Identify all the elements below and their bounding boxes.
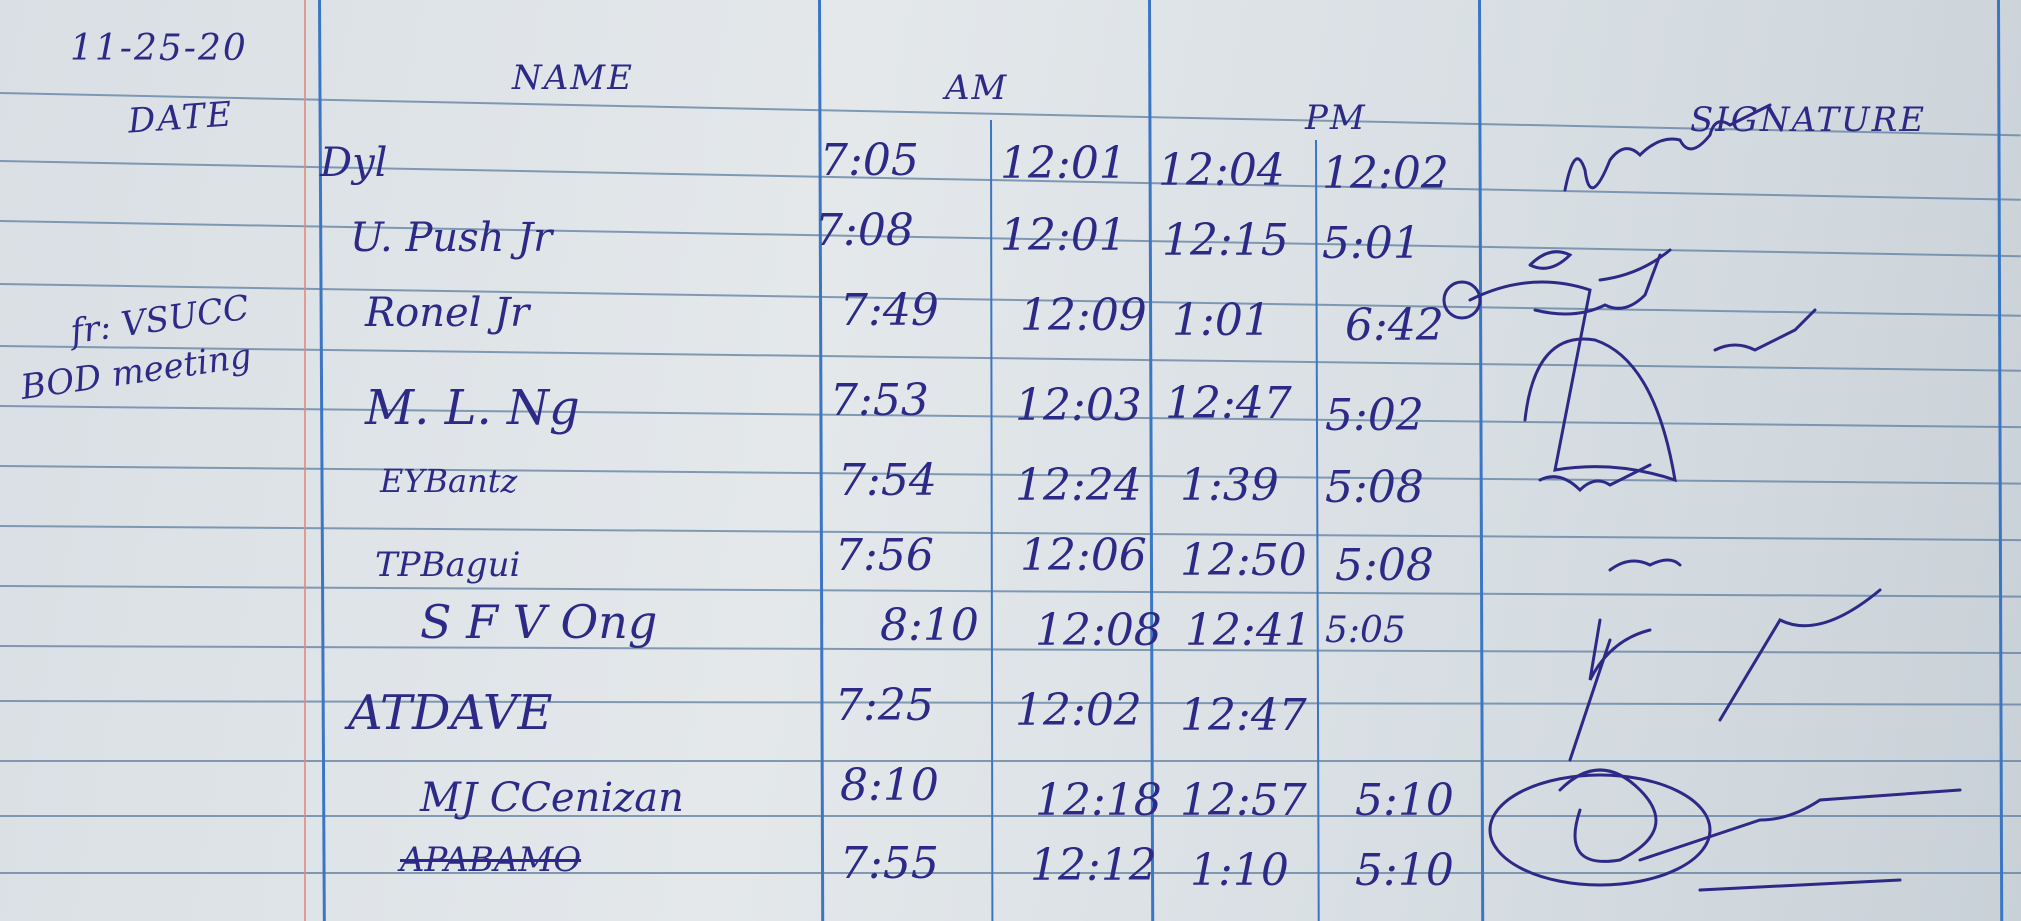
pm-out: 5:10	[1355, 845, 1454, 896]
am-in: 7:56	[835, 530, 934, 581]
am-out: 12:03	[1015, 380, 1142, 431]
pm-out: 5:08	[1325, 462, 1424, 513]
pm-in: 1:39	[1180, 460, 1279, 511]
pm-out: 5:05	[1325, 610, 1406, 651]
ruled-line	[0, 872, 2021, 874]
am-out: 12:01	[1000, 138, 1127, 189]
am-out: 12:06	[1020, 530, 1147, 581]
signature-scribble	[1538, 463, 1652, 493]
signature-header: SIGNATURE	[1690, 100, 1927, 140]
signature-scribble	[1568, 558, 1882, 762]
pm-in: 12:57	[1180, 775, 1307, 826]
am-out: 12:08	[1035, 605, 1162, 656]
pm-out: 5:01	[1322, 218, 1421, 269]
am-out: 12:18	[1035, 775, 1162, 826]
signature-scribble	[1528, 248, 1672, 282]
pm-in: 12:41	[1185, 605, 1312, 656]
pm-in: 1:01	[1172, 295, 1271, 346]
ruled-line	[0, 760, 2021, 762]
am-out: 12:09	[1020, 290, 1147, 341]
row-name: ATDAVE	[348, 685, 553, 741]
row-name: S F V Ong	[420, 595, 658, 649]
am-out: 12:24	[1015, 460, 1142, 511]
signature-scribble	[1533, 253, 1817, 352]
pm-out: 5:02	[1325, 390, 1424, 441]
signature-scribble	[1563, 103, 1772, 192]
row-name: U. Push Jr	[350, 215, 553, 261]
am-in: 7:05	[820, 135, 919, 186]
pm-out: 5:08	[1335, 540, 1434, 591]
row-name: APABAMO	[400, 840, 582, 880]
am-in: 7:25	[835, 680, 934, 731]
margin-line	[304, 0, 306, 921]
date-written: 11-25-20	[70, 28, 248, 69]
am-in: 7:55	[840, 838, 939, 889]
row-name: TPBagui	[375, 545, 521, 585]
am-out: 12:02	[1015, 685, 1142, 736]
ruled-line	[0, 815, 2021, 817]
pm-out: 5:10	[1355, 775, 1454, 826]
row-name: Ronel Jr	[365, 290, 530, 336]
am-in: 7:49	[840, 285, 939, 336]
stamp-circle	[1442, 280, 1482, 320]
am-in: 8:10	[880, 600, 979, 651]
pm-in: 1:10	[1190, 845, 1289, 896]
am-out: 12:01	[1000, 210, 1127, 261]
pm-in: 12:15	[1162, 215, 1289, 266]
row-name: M. L. Ng	[365, 380, 580, 436]
name-header: NAME	[512, 58, 634, 98]
row-name: EYBantz	[380, 462, 518, 500]
pm-out: 6:42	[1345, 300, 1444, 351]
signature-scribble	[1558, 768, 1962, 892]
am-in: 7:54	[838, 455, 937, 506]
pm-in: 12:47	[1165, 378, 1292, 429]
pm-in: 12:50	[1180, 535, 1307, 586]
signature-scribble	[1468, 280, 1677, 483]
am-in: 7:08	[815, 205, 914, 256]
am-out: 12:12	[1030, 840, 1157, 891]
signature-scribble	[1488, 773, 1712, 887]
pm-in: 12:04	[1158, 145, 1285, 196]
am-in: 7:53	[830, 375, 929, 426]
row-name: MJ CCenizan	[420, 775, 684, 821]
am-header: AM	[945, 68, 1009, 108]
pm-out: 12:02	[1322, 148, 1449, 199]
row-name: Dyl	[320, 140, 388, 186]
am-in: 8:10	[840, 760, 939, 811]
pm-header: PM	[1305, 98, 1367, 138]
pm-in: 12:47	[1180, 690, 1307, 741]
